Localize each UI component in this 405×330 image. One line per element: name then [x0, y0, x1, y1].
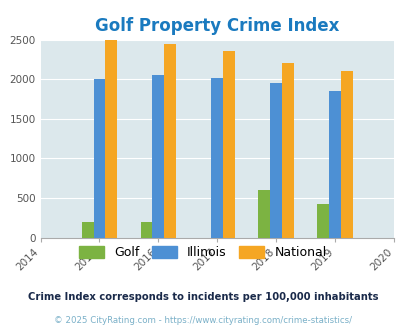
- Bar: [94, 79, 105, 238]
- Bar: [258, 190, 269, 238]
- Bar: [164, 44, 176, 238]
- Legend: Golf, Illinois, National: Golf, Illinois, National: [74, 241, 331, 264]
- Bar: [281, 63, 293, 238]
- Bar: [152, 75, 164, 238]
- Bar: [211, 78, 223, 238]
- Bar: [223, 51, 234, 238]
- Bar: [317, 204, 328, 238]
- Bar: [105, 40, 117, 238]
- Text: © 2025 CityRating.com - https://www.cityrating.com/crime-statistics/: © 2025 CityRating.com - https://www.city…: [54, 315, 351, 325]
- Bar: [340, 71, 352, 238]
- Bar: [328, 91, 340, 238]
- Text: Crime Index corresponds to incidents per 100,000 inhabitants: Crime Index corresponds to incidents per…: [28, 292, 377, 302]
- Title: Golf Property Crime Index: Golf Property Crime Index: [95, 17, 339, 35]
- Bar: [270, 83, 281, 238]
- Bar: [81, 222, 93, 238]
- Bar: [141, 222, 152, 238]
